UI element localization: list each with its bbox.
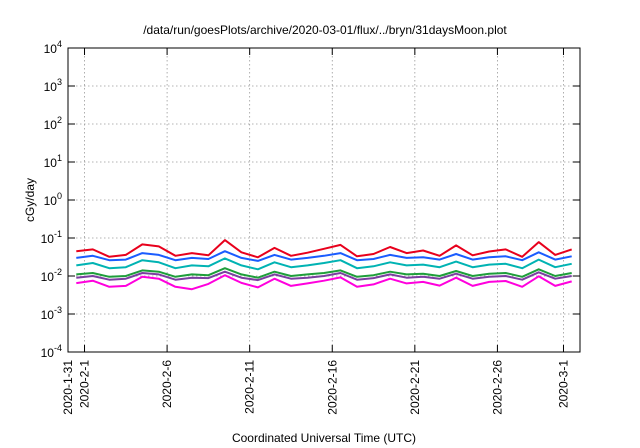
x-axis-label: Coordinated Universal Time (UTC) [232, 431, 416, 445]
series-line-2 [76, 250, 572, 262]
series-line-3 [76, 257, 572, 271]
y-tick-label: 103 [44, 77, 62, 94]
y-tick-label: 10-4 [41, 343, 62, 360]
chart-title: /data/run/goesPlots/archive/2020-03-01/f… [143, 23, 507, 37]
y-axis-label: cGy/day [23, 178, 37, 222]
series-line-5 [76, 270, 572, 282]
y-tick-label: 10-1 [41, 229, 62, 246]
y-tick-label: 10-2 [41, 267, 62, 284]
y-tick-label: 101 [44, 153, 62, 170]
x-axis: 2020-1-31 2020-2-1 2020-2-6 2020-2-11 2020-2… [61, 48, 570, 415]
grid [67, 48, 580, 352]
series-lines [76, 239, 573, 291]
series-line-4 [76, 267, 572, 279]
x-tick-label: 2020-3-1 [556, 360, 570, 408]
x-tick-label: 2020-2-6 [160, 360, 174, 408]
x-tick-label: 2020-2-11 [243, 360, 257, 414]
x-tick-label: 2020-2-26 [490, 360, 504, 415]
y-axis: 10-4 10-3 10-2 10-1 100 101 102 103 104 [41, 39, 580, 360]
y-tick-label: 104 [44, 39, 62, 56]
x-tick-label: 2020-1-31 [61, 360, 75, 415]
series-line-1 [76, 239, 573, 259]
x-tick-label: 2020-2-1 [78, 360, 92, 408]
series-line-6 [76, 274, 572, 291]
x-tick-label: 2020-2-16 [325, 360, 339, 415]
y-tick-label: 100 [44, 191, 62, 208]
x-tick-label: 2020-2-21 [408, 360, 422, 415]
y-tick-label: 10-3 [41, 305, 62, 322]
y-tick-label: 102 [44, 115, 62, 132]
